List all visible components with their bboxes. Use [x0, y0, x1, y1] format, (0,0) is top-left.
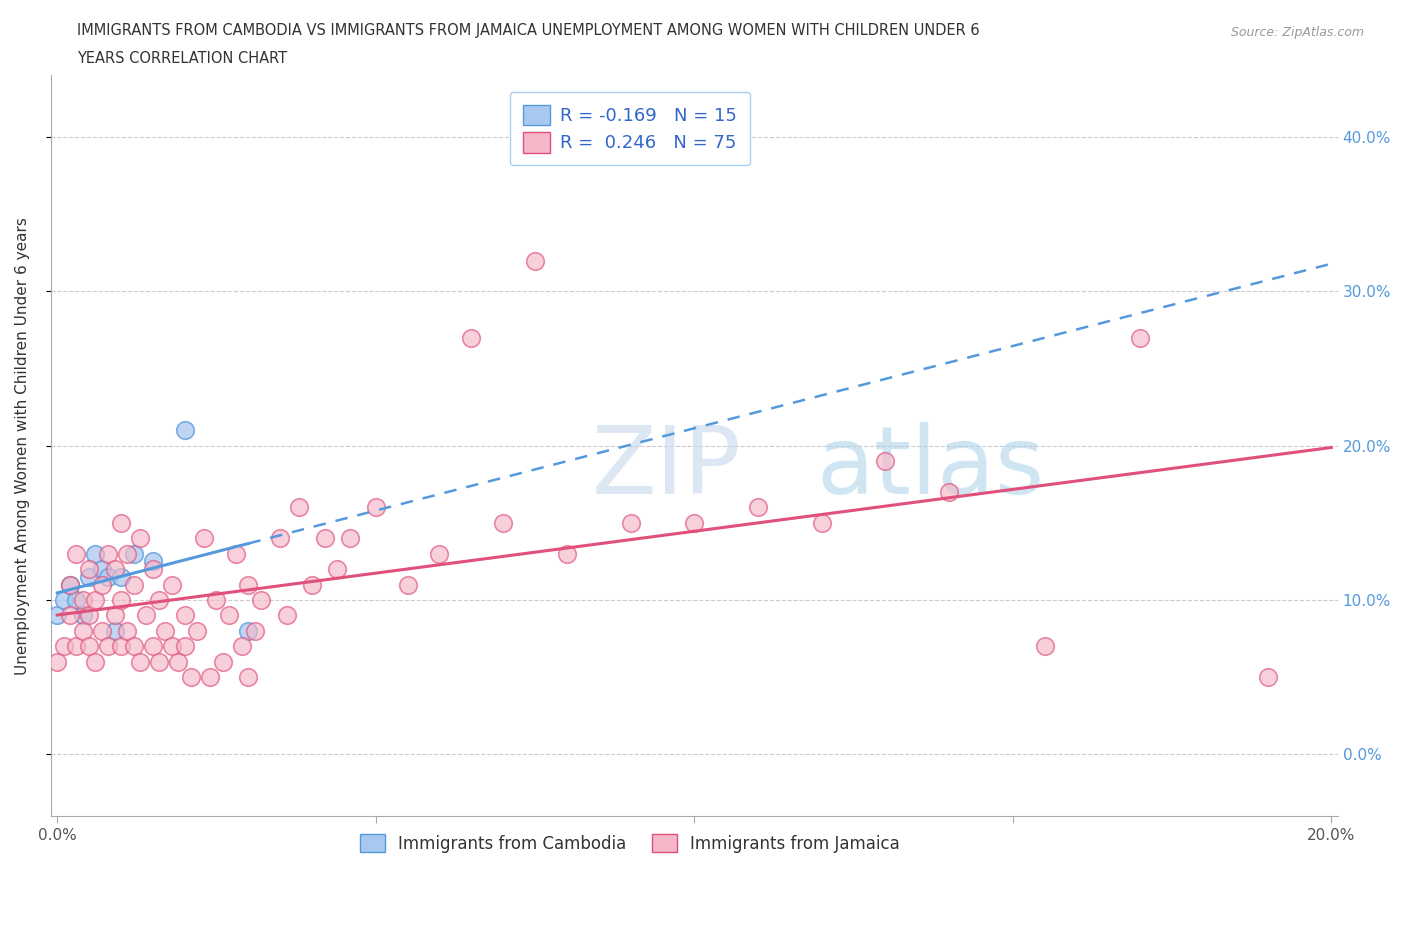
Point	[84, 592, 107, 607]
Point	[225, 546, 247, 561]
Point	[77, 639, 100, 654]
Point	[173, 639, 195, 654]
Point	[110, 592, 132, 607]
Point	[326, 562, 349, 577]
Point	[938, 485, 960, 499]
Point	[129, 531, 152, 546]
Point	[59, 608, 82, 623]
Point	[77, 569, 100, 584]
Point	[1033, 639, 1056, 654]
Point	[339, 531, 361, 546]
Point	[117, 546, 139, 561]
Point	[205, 592, 228, 607]
Point	[142, 562, 165, 577]
Point	[122, 578, 145, 592]
Point	[77, 608, 100, 623]
Point	[90, 623, 112, 638]
Text: YEARS CORRELATION CHART: YEARS CORRELATION CHART	[77, 51, 287, 66]
Point	[122, 639, 145, 654]
Point	[619, 515, 641, 530]
Point	[238, 578, 260, 592]
Point	[52, 592, 75, 607]
Point	[301, 578, 323, 592]
Point	[238, 670, 260, 684]
Point	[198, 670, 221, 684]
Point	[90, 562, 112, 577]
Point	[59, 578, 82, 592]
Point	[110, 515, 132, 530]
Point	[288, 500, 311, 515]
Point	[117, 623, 139, 638]
Point	[364, 500, 387, 515]
Point	[90, 578, 112, 592]
Point	[810, 515, 832, 530]
Point	[314, 531, 336, 546]
Point	[167, 655, 190, 670]
Legend: Immigrants from Cambodia, Immigrants from Jamaica: Immigrants from Cambodia, Immigrants fro…	[352, 826, 908, 861]
Point	[103, 608, 125, 623]
Point	[84, 546, 107, 561]
Point	[523, 253, 546, 268]
Point	[122, 546, 145, 561]
Point	[160, 639, 183, 654]
Point	[142, 554, 165, 569]
Text: ZIP: ZIP	[592, 422, 741, 514]
Point	[875, 454, 897, 469]
Point	[97, 546, 120, 561]
Point	[72, 592, 94, 607]
Point	[59, 578, 82, 592]
Point	[160, 578, 183, 592]
Point	[186, 623, 208, 638]
Point	[1129, 330, 1152, 345]
Point	[555, 546, 578, 561]
Point	[103, 562, 125, 577]
Y-axis label: Unemployment Among Women with Children Under 6 years: Unemployment Among Women with Children U…	[15, 217, 30, 674]
Point	[238, 623, 260, 638]
Point	[747, 500, 769, 515]
Point	[173, 423, 195, 438]
Point	[46, 655, 69, 670]
Point	[103, 623, 125, 638]
Point	[65, 592, 87, 607]
Point	[269, 531, 291, 546]
Point	[77, 562, 100, 577]
Text: IMMIGRANTS FROM CAMBODIA VS IMMIGRANTS FROM JAMAICA UNEMPLOYMENT AMONG WOMEN WIT: IMMIGRANTS FROM CAMBODIA VS IMMIGRANTS F…	[77, 23, 980, 38]
Point	[460, 330, 482, 345]
Text: atlas: atlas	[817, 422, 1045, 514]
Point	[148, 592, 170, 607]
Point	[110, 639, 132, 654]
Point	[211, 655, 233, 670]
Point	[46, 608, 69, 623]
Point	[97, 569, 120, 584]
Point	[492, 515, 515, 530]
Point	[84, 655, 107, 670]
Point	[129, 655, 152, 670]
Point	[276, 608, 298, 623]
Point	[72, 623, 94, 638]
Point	[65, 639, 87, 654]
Point	[97, 639, 120, 654]
Point	[148, 655, 170, 670]
Point	[155, 623, 177, 638]
Point	[683, 515, 706, 530]
Point	[110, 569, 132, 584]
Point	[180, 670, 202, 684]
Point	[65, 546, 87, 561]
Point	[52, 639, 75, 654]
Point	[429, 546, 451, 561]
Point	[243, 623, 266, 638]
Point	[173, 608, 195, 623]
Point	[218, 608, 240, 623]
Point	[72, 608, 94, 623]
Point	[1257, 670, 1279, 684]
Point	[250, 592, 273, 607]
Point	[396, 578, 419, 592]
Point	[231, 639, 253, 654]
Point	[193, 531, 215, 546]
Point	[135, 608, 157, 623]
Text: Source: ZipAtlas.com: Source: ZipAtlas.com	[1230, 26, 1364, 39]
Point	[142, 639, 165, 654]
